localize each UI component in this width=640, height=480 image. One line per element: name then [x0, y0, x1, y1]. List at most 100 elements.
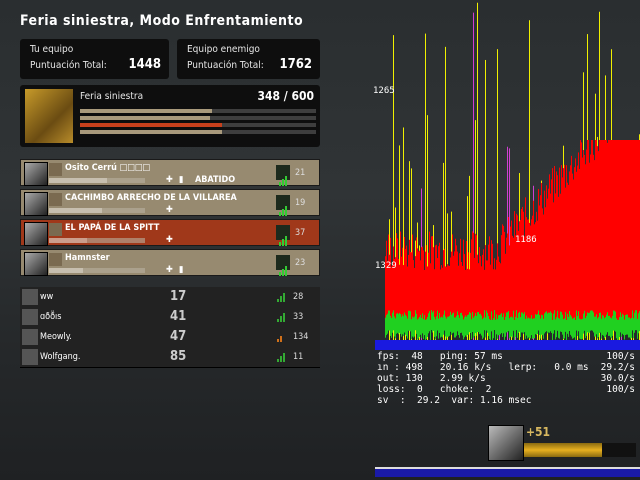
net-graph-bar [566, 165, 567, 320]
net-graph-bar [504, 231, 505, 320]
net-graph-bar [450, 311, 451, 332]
net-graph-bar [625, 140, 626, 320]
net-graph-bar [633, 140, 634, 320]
net-graph-bar [561, 311, 562, 332]
net-graph-bar [480, 313, 481, 334]
net-graph-bar [584, 310, 585, 331]
net-graph-bar [455, 238, 456, 320]
net-graph-bar [487, 312, 488, 333]
net-graph-bar [485, 317, 486, 338]
net-graph-bar [442, 317, 443, 338]
net-graph-bar [531, 219, 532, 320]
net-graph-bar [604, 140, 605, 320]
net-graph-bar [488, 244, 489, 320]
net-graph-bar [593, 154, 594, 320]
net-graph-bar [601, 318, 602, 339]
net-graph-bar [473, 317, 474, 338]
net-graph-bar [477, 254, 478, 320]
progress-bar [80, 116, 316, 120]
survivor-row[interactable]: Hamnster ✚ ▮ 23 [20, 249, 320, 276]
net-stat-right: 100/s [606, 351, 635, 362]
net-graph-bar [425, 319, 426, 340]
health-bar [49, 268, 145, 273]
net-graph-bar [581, 142, 582, 320]
net-graph-bar [389, 310, 390, 331]
net-graph-bar [636, 140, 637, 320]
net-graph-bar [542, 315, 543, 336]
net-graph-bar [412, 234, 413, 320]
net-graph-bar [623, 140, 624, 320]
enemy-team-score: 1762 [279, 57, 312, 72]
net-graph-bar [571, 155, 572, 320]
net-graph-bar [462, 265, 463, 320]
net-graph-bar [403, 265, 404, 320]
survivor-row[interactable]: Osito Cerrú □□□□ ✚ ▮ ABATIDO 21 [20, 159, 320, 186]
net-graph-bar [469, 269, 470, 320]
net-graph-bar [434, 269, 435, 320]
net-graph-bar [402, 314, 403, 335]
player-name: EL PAPÁ DE LA SPITT [65, 223, 160, 233]
net-graph-bar [582, 318, 583, 339]
net-graph-bar [592, 140, 593, 320]
net-graph-bar [589, 312, 590, 333]
net-graph-bar [486, 260, 487, 320]
net-graph-bar [584, 154, 585, 320]
net-graph-bar [559, 167, 560, 320]
net-graph-bar [501, 235, 502, 320]
net-graph-bar [550, 193, 551, 320]
net-graph-bar [588, 313, 589, 334]
net-graph-bar [395, 257, 396, 320]
net-graph-bar [599, 140, 600, 320]
net-graph-bar [416, 313, 417, 334]
net-graph-bar [463, 319, 464, 340]
signal-bars-icon [277, 292, 286, 302]
net-graph-bar [553, 313, 554, 334]
net-graph-bar [472, 312, 473, 333]
net-graph-bar [529, 318, 530, 339]
campaign-panel: Feria siniestra 348 / 600 [20, 85, 320, 147]
net-graph-bar [528, 219, 529, 320]
survivor-row[interactable]: EL PAPÁ DE LA SPITT ✚ 37 [20, 219, 320, 246]
net-graph-bar [526, 217, 527, 320]
infected-row[interactable]: ɑðð̈ıs 41 33 [20, 307, 320, 328]
net-graph-bar [599, 312, 600, 333]
infected-row[interactable]: Wolfgang. 85 11 [20, 347, 320, 368]
net-graph-bar [518, 312, 519, 333]
net-graph-bar [461, 261, 462, 320]
net-graph-bar [385, 317, 386, 338]
avatar [49, 223, 62, 236]
net-graph-bar [522, 312, 523, 333]
net-graph-bar [386, 315, 387, 336]
infected-row[interactable]: ww 17 28 [20, 287, 320, 308]
signal-bars-icon [276, 165, 290, 186]
net-graph-bar [464, 254, 465, 320]
net-graph-bar [615, 140, 616, 320]
character-portrait [24, 162, 48, 186]
survivor-row[interactable]: CACHIMBO ARRECHO DE LA VILLAREA ✚ 19 [20, 189, 320, 216]
net-graph-bar [618, 319, 619, 340]
net-graph-bar [415, 256, 416, 320]
net-graph-bar [558, 196, 559, 320]
net-graph-bar [598, 151, 599, 320]
net-graph-bar [636, 310, 637, 331]
net-graph-bar [497, 243, 498, 320]
net-graph-bar [449, 265, 450, 320]
infected-row[interactable]: Meowly. 47 134 [20, 327, 320, 348]
net-graph-bar [600, 312, 601, 333]
net-graph-bar [391, 317, 392, 338]
net-graph-bar [565, 187, 566, 320]
net-graph-bar [601, 140, 602, 320]
net-graph-bar [390, 237, 391, 320]
net-graph-bar [392, 312, 393, 333]
net-graph-bar [488, 316, 489, 337]
net-graph-bar [484, 269, 485, 320]
net-graph-bar [504, 319, 505, 340]
net-graph-bar [462, 315, 463, 336]
net-graph-bar [430, 319, 431, 340]
net-graph-bar [420, 314, 421, 335]
net-stat-line: loss: 0 choke: 2 100/s [377, 384, 635, 395]
net-graph-bar [476, 235, 477, 320]
net-graph-bar [395, 318, 396, 339]
net-graph-bar [535, 222, 536, 320]
net-graph-bar [630, 140, 631, 320]
